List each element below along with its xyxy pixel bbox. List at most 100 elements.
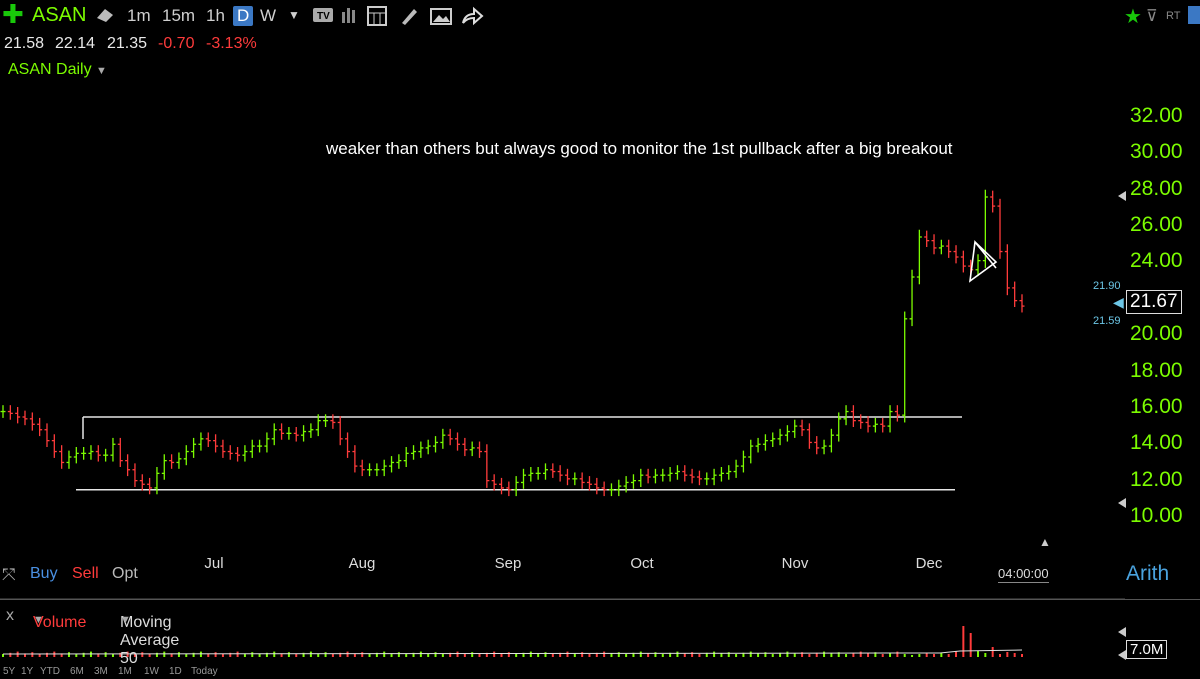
chevron-down-icon[interactable]: ▼ — [288, 8, 300, 22]
price-bar — [227, 445, 233, 460]
scale-toggle[interactable]: Arith — [1126, 562, 1170, 585]
price-bar — [235, 447, 241, 462]
share-icon[interactable] — [460, 6, 484, 31]
interval-d[interactable]: D — [233, 6, 254, 26]
eraser-icon[interactable] — [94, 6, 116, 29]
price-bar — [689, 468, 695, 484]
buy-button[interactable]: Buy — [30, 565, 58, 582]
image-icon[interactable] — [430, 6, 454, 31]
price-bar — [44, 423, 50, 447]
price-bar — [7, 405, 13, 420]
price-bar — [249, 439, 255, 458]
filter-icon[interactable]: ⊽ — [1146, 8, 1158, 25]
last-price: 21.58 — [4, 35, 45, 52]
price-bar — [491, 474, 497, 491]
price-bar — [191, 437, 197, 458]
price-bar — [59, 445, 65, 469]
range-ytd[interactable]: YTD — [40, 666, 60, 677]
pencil-icon[interactable] — [398, 6, 420, 31]
price-bar — [433, 436, 439, 453]
opt-button[interactable]: Opt — [112, 565, 138, 582]
price-bar — [1004, 244, 1010, 296]
price-bar — [872, 417, 878, 433]
sell-button[interactable]: Sell — [72, 565, 99, 582]
s-badge-icon[interactable] — [1188, 6, 1200, 24]
crosshair-icon[interactable]: ⤧ — [2, 565, 16, 584]
price-bar — [564, 468, 570, 486]
interval-15m[interactable]: 15m — [162, 6, 196, 25]
price-tick-label: 28.00 — [1130, 176, 1183, 200]
price-bar — [513, 476, 519, 497]
price-bar — [337, 416, 343, 446]
price-bar — [205, 432, 211, 447]
price-bar — [953, 245, 959, 264]
range-1m[interactable]: 1M — [118, 666, 132, 677]
price-bar — [15, 407, 21, 424]
price-bar — [924, 230, 930, 247]
price-bar — [616, 479, 622, 497]
price-bar — [103, 448, 109, 462]
interval-1m[interactable]: 1m — [127, 6, 151, 25]
price-bar — [828, 428, 834, 453]
price-bar — [447, 428, 453, 446]
range-1w[interactable]: 1W — [144, 666, 159, 677]
price-bar — [990, 190, 996, 213]
price-bar — [22, 410, 28, 426]
price-bar — [117, 437, 123, 467]
price-bar — [645, 468, 651, 484]
price-bar — [469, 441, 475, 457]
rt-label: RT — [1166, 10, 1181, 22]
price-bar — [154, 467, 160, 495]
price-bar — [755, 437, 761, 453]
price-bar — [198, 432, 204, 451]
price-bar — [323, 414, 329, 427]
price-bar — [916, 229, 922, 285]
price-bar — [638, 468, 644, 487]
price-bar — [279, 423, 285, 440]
star-icon[interactable]: ★ — [1124, 6, 1142, 28]
price-bar — [726, 465, 732, 480]
range-1y[interactable]: 1Y — [21, 666, 34, 677]
scroll-up-icon[interactable]: ▲ — [1039, 535, 1051, 549]
range-1d[interactable]: 1D — [169, 666, 182, 677]
ask-label: 21.59 — [1093, 315, 1121, 327]
close-panel-icon[interactable]: x — [6, 607, 14, 624]
symbol-label[interactable]: ASAN — [32, 4, 87, 26]
month-tick-label: Dec — [916, 555, 943, 572]
interval-w[interactable]: W — [260, 6, 277, 25]
volume-ma-line — [2, 649, 1023, 655]
range-5y[interactable]: 5Y — [3, 666, 16, 677]
pennant-drawing — [968, 240, 998, 283]
price-tick-label: 26.00 — [1130, 213, 1183, 237]
price-bar — [29, 412, 35, 431]
tv-icon[interactable]: TV — [312, 6, 334, 29]
range-today[interactable]: Today — [191, 666, 218, 677]
price-bar — [345, 432, 351, 458]
price-bar — [389, 456, 395, 473]
price-bar — [946, 239, 952, 258]
price-bar — [843, 405, 849, 426]
price-bar — [506, 481, 512, 497]
calculator-icon[interactable] — [367, 6, 389, 31]
price-bar — [667, 467, 673, 482]
price-bar — [938, 239, 944, 255]
interval-1h[interactable]: 1h — [206, 6, 225, 25]
price-tick-label: 32.00 — [1130, 104, 1183, 127]
price-bar — [682, 465, 688, 482]
price-bar — [696, 470, 702, 486]
price-bar — [367, 463, 373, 477]
price-tick-label: 12.00 — [1130, 467, 1183, 491]
chart-title[interactable]: ASAN Daily ▼ — [8, 61, 107, 78]
price-bar — [396, 454, 402, 469]
price-bar — [542, 463, 548, 480]
price-bar — [499, 477, 505, 495]
price-bar — [821, 439, 827, 455]
axis-marker-icon — [1118, 191, 1126, 201]
bar-style-icon[interactable] — [340, 6, 360, 29]
range-6m[interactable]: 6M — [70, 666, 84, 677]
range-3m[interactable]: 3M — [94, 666, 108, 677]
price-bar — [806, 423, 812, 449]
price-bar — [301, 425, 307, 442]
price-bar — [799, 419, 805, 437]
add-symbol-icon[interactable]: ✚ — [2, 0, 24, 29]
